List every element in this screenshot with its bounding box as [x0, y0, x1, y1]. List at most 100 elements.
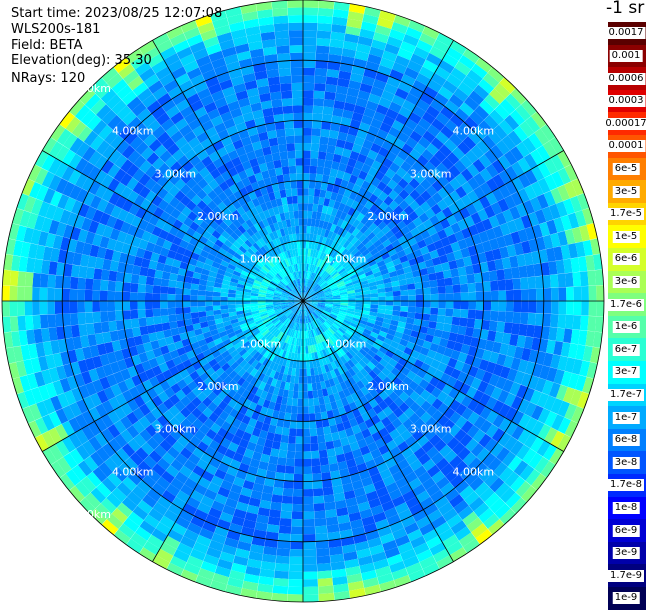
gate-cell — [400, 306, 408, 312]
gate-cell — [294, 211, 299, 219]
gate-cell — [154, 323, 163, 332]
gate-cell — [122, 292, 130, 301]
gate-cell — [25, 315, 34, 330]
gate-cell — [303, 30, 317, 38]
colorbar-tick-label: 0.00017 — [603, 118, 647, 130]
gate-cell — [378, 305, 386, 310]
gate-cell — [303, 346, 306, 354]
gate-cell — [428, 273, 437, 281]
gate-cell — [496, 269, 505, 280]
gate-cell — [312, 121, 322, 129]
gate-cell — [183, 295, 191, 301]
gate-cell — [295, 143, 303, 151]
gate-cell — [303, 68, 315, 76]
gate-cell — [467, 274, 476, 284]
gate-cell — [303, 181, 309, 189]
gate-cell — [55, 314, 63, 327]
gate-cell — [303, 496, 313, 504]
field-label: Field: BETA — [11, 38, 82, 53]
gate-cell — [307, 383, 312, 391]
gate-cell — [565, 273, 574, 287]
gate-cell — [290, 421, 297, 429]
gate-cell — [288, 587, 303, 595]
gate-cell — [489, 321, 498, 332]
gate-cell — [536, 301, 544, 313]
gate-cell — [298, 211, 303, 219]
gate-cell — [528, 277, 536, 289]
gate-cell — [323, 426, 331, 435]
gate-cell — [293, 203, 298, 211]
gate-cell — [307, 211, 312, 219]
gate-cell — [511, 267, 520, 279]
gate-cell — [303, 534, 315, 542]
gate-cell — [282, 427, 290, 435]
gate-cell — [566, 287, 574, 301]
gate-cell — [299, 218, 303, 226]
gate-cell — [137, 301, 145, 310]
gate-cell — [291, 519, 303, 527]
range-ring-label: 4.00km — [112, 465, 154, 478]
gate-cell — [299, 233, 302, 241]
gate-cell — [319, 144, 328, 152]
gate-cell — [307, 376, 312, 384]
gate-cell — [79, 324, 88, 336]
gate-cell — [303, 120, 312, 128]
gate-cell — [228, 301, 236, 305]
gate-cell — [299, 369, 303, 377]
gate-cell — [318, 442, 326, 450]
gate-cell — [279, 526, 291, 534]
gate-cell — [278, 450, 287, 458]
gate-cell — [283, 174, 290, 182]
gate-cell — [190, 301, 198, 307]
gate-cell — [557, 273, 566, 287]
gate-cell — [468, 301, 476, 310]
gate-cell — [316, 166, 324, 174]
gate-cell — [71, 325, 80, 338]
gate-cell — [436, 322, 445, 330]
gate-cell — [303, 233, 306, 241]
gate-cell — [303, 429, 310, 437]
gate-cell — [292, 511, 303, 519]
gate-cell — [85, 278, 93, 290]
gate-cell — [77, 289, 85, 301]
gate-cell — [198, 301, 206, 306]
gate-cell — [423, 301, 431, 308]
gate-cell — [292, 83, 303, 91]
gate-cell — [528, 313, 536, 325]
gate-cell — [279, 68, 291, 76]
range-ring-label: 3.00km — [410, 167, 452, 180]
gate-cell — [526, 325, 535, 338]
gate-cell — [288, 15, 303, 23]
gate-cell — [458, 267, 467, 277]
gate-cell — [153, 285, 161, 293]
gate-cell — [85, 312, 93, 324]
colorbar-tick-label: 0.0006 — [607, 73, 646, 85]
gate-cell — [162, 271, 171, 279]
gate-cell — [303, 376, 307, 384]
gate-cell — [308, 196, 314, 204]
gate-cell — [315, 181, 322, 189]
gate-cell — [269, 138, 279, 147]
gate-cell — [483, 301, 491, 311]
gate-cell — [307, 218, 312, 226]
gate-cell — [414, 313, 422, 320]
gate-cell — [408, 295, 416, 301]
gate-cell — [281, 435, 289, 443]
gate-cell — [269, 509, 281, 518]
gate-cell — [282, 166, 290, 174]
gate-cell — [314, 91, 325, 99]
gate-cell — [153, 301, 161, 309]
gate-cell — [303, 451, 311, 459]
gate-cell — [313, 106, 323, 114]
gate-cell — [309, 421, 316, 429]
gate-cell — [452, 317, 460, 326]
gate-cell — [267, 524, 280, 533]
gate-cell — [318, 585, 333, 594]
gate-cell — [400, 285, 408, 291]
gate-cell — [273, 487, 284, 496]
gate-cell — [328, 456, 338, 465]
gate-cell — [303, 466, 312, 474]
gate-cell — [175, 301, 183, 308]
gate-cell — [205, 306, 213, 311]
range-ring-label: 4.00km — [452, 125, 494, 138]
